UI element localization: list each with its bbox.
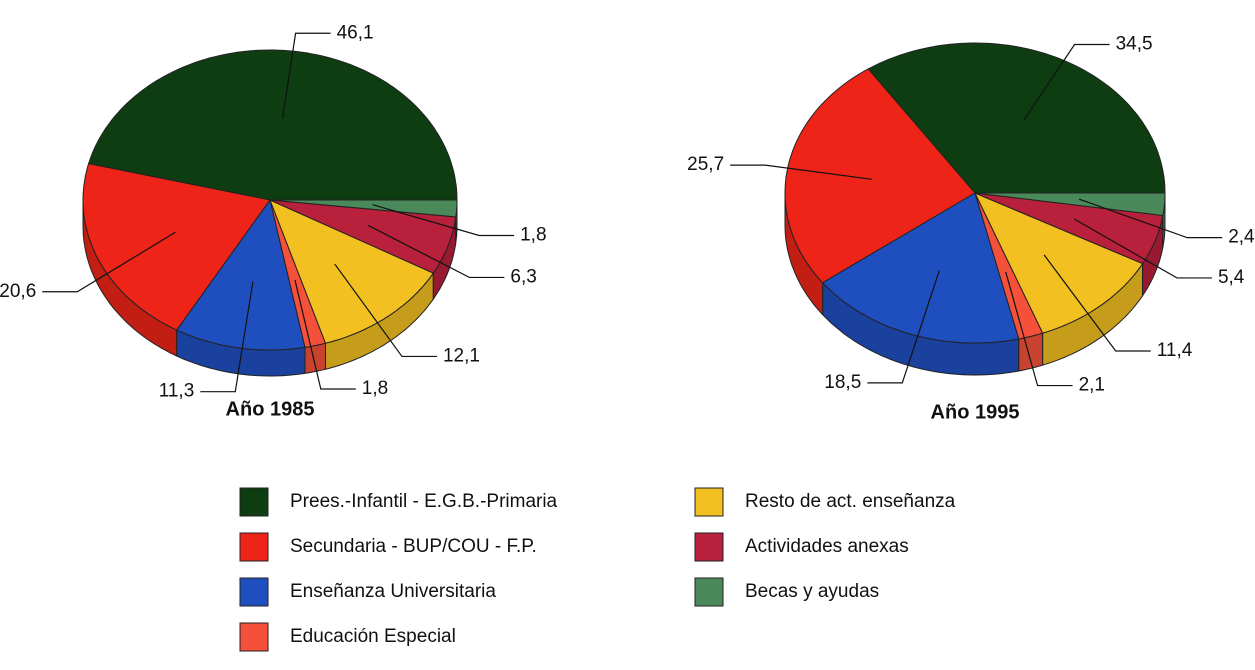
data-label: 1,8 xyxy=(362,378,388,399)
leader-line xyxy=(42,231,176,293)
legend-swatch xyxy=(694,532,724,562)
data-label: 12,1 xyxy=(443,345,480,366)
legend-label: Becas y ayudas xyxy=(745,581,879,602)
pie-slice xyxy=(269,199,435,344)
leader-line xyxy=(200,281,254,393)
leader-line xyxy=(1043,254,1151,352)
data-label: 18,5 xyxy=(824,372,861,393)
pie-slice xyxy=(974,192,1044,340)
leader-line xyxy=(294,279,356,390)
legend-swatch xyxy=(694,577,724,607)
legend-label: Actividades anexas xyxy=(745,536,909,557)
data-label: 20,6 xyxy=(0,281,36,302)
leader-line xyxy=(334,263,437,358)
chart-title: Año 1995 xyxy=(931,401,1020,423)
leader-line xyxy=(367,224,505,279)
leader-line xyxy=(1005,271,1073,387)
data-label: 11,4 xyxy=(1157,340,1193,361)
legend-label: Resto de act. enseñanza xyxy=(745,491,956,512)
legend-label: Secundaria - BUP/COU - F.P. xyxy=(290,536,537,557)
leader-line xyxy=(372,204,515,237)
leader-line xyxy=(1023,43,1110,121)
legend-swatch xyxy=(694,487,724,517)
legend-label: Educación Especial xyxy=(290,626,456,647)
pie-slice xyxy=(269,199,458,218)
leader-line xyxy=(281,32,331,119)
leader-line xyxy=(1079,198,1223,239)
pie-slice xyxy=(176,198,306,351)
legend-swatch xyxy=(239,577,269,607)
legend-swatch xyxy=(239,622,269,652)
legend-swatch xyxy=(239,532,269,562)
pie-slice xyxy=(821,192,1020,344)
legend-swatch xyxy=(239,487,269,517)
data-label: 25,7 xyxy=(687,154,724,175)
leader-line xyxy=(867,270,940,384)
pie-side xyxy=(304,342,326,374)
pie-slice xyxy=(974,192,1166,217)
data-label: 1,8 xyxy=(520,225,546,246)
leader-line xyxy=(1073,218,1212,279)
data-label: 2,1 xyxy=(1079,375,1105,396)
data-label: 6,3 xyxy=(510,266,536,287)
leader-line xyxy=(730,164,873,180)
pie-slice xyxy=(974,192,1164,265)
data-label: 5,4 xyxy=(1218,267,1245,288)
legend-label: Prees.-Infantil - E.G.B.-Primaria xyxy=(290,491,558,512)
data-label: 2,4 xyxy=(1228,227,1255,248)
legend-label: Enseñanza Universitaria xyxy=(290,581,496,602)
data-label: 11,3 xyxy=(159,381,195,402)
chart-title: Año 1985 xyxy=(226,398,315,420)
pie-slice xyxy=(973,192,1144,334)
data-label: 34,5 xyxy=(1116,34,1153,55)
data-label: 46,1 xyxy=(337,22,374,43)
pie-slice xyxy=(269,199,457,274)
pie-slice xyxy=(82,163,271,331)
